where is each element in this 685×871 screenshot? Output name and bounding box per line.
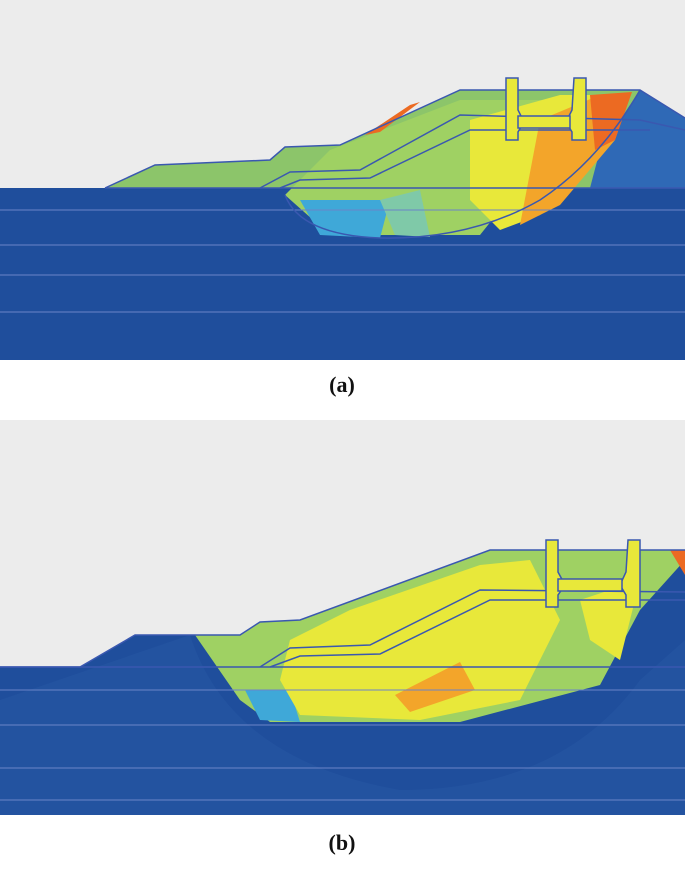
zone	[0, 635, 685, 815]
pier	[565, 77, 587, 141]
panel-b: (b)	[0, 420, 685, 855]
layer-lines	[0, 209, 685, 313]
layer-lines	[0, 689, 685, 801]
outline	[279, 129, 650, 189]
panel-a: (a)	[0, 0, 685, 397]
panel-label: (a)	[329, 372, 355, 397]
zone	[395, 662, 475, 712]
zone	[670, 550, 685, 575]
deck	[517, 115, 571, 129]
piers	[505, 77, 587, 141]
panel-label: (b)	[329, 830, 356, 855]
zone	[380, 190, 430, 237]
zone	[590, 92, 632, 150]
pier	[619, 539, 641, 608]
deck	[557, 578, 623, 592]
zone	[245, 690, 300, 722]
outline	[104, 89, 685, 189]
outline	[284, 89, 641, 239]
outlines	[104, 89, 685, 239]
outline	[0, 549, 685, 668]
outline	[259, 114, 685, 189]
zone	[590, 90, 685, 188]
piers	[545, 539, 641, 608]
